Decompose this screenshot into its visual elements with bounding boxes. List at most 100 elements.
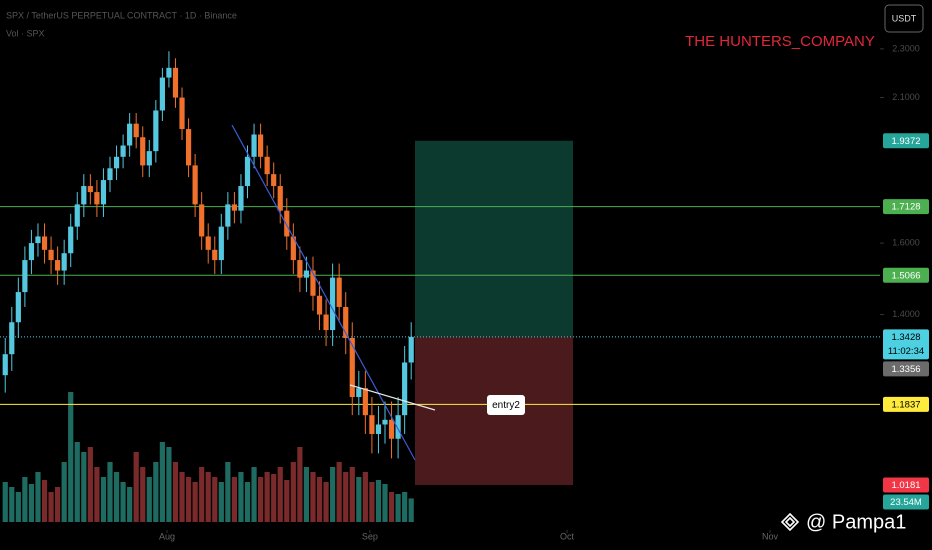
trend-line [349,384,436,411]
candle-body [388,419,395,439]
volume-bar [310,472,316,522]
candle-body [225,204,231,227]
candle-body [284,210,290,237]
volume-bar [55,487,61,522]
price-tags: 1.9372 1.7128 1.5066 1.3428 11:02:34 1.3356 1.… [883,133,929,510]
volume-bar [41,480,48,522]
currency-text: USDT [892,13,917,23]
volume-bar [349,467,355,522]
volume-bar [257,477,264,522]
price-tag [883,329,929,360]
x-tick-label: Sep [362,531,378,541]
volume-bar [48,492,54,522]
volume-bar [107,462,113,522]
volume-bar [179,472,185,522]
candle-body [336,277,342,307]
candle-body [310,270,316,296]
volume-bar [74,442,80,522]
volume-bar [127,487,133,522]
volume-bar [290,462,296,522]
volume-bar [316,477,323,522]
price-tag-label: 1.7128 [891,202,920,213]
candle-body [159,77,165,111]
candle-body [179,97,185,130]
candle-body [133,123,139,138]
volume-bar [388,492,395,522]
volume-bar [277,467,283,522]
plot-layer: 2.3000 2.1000 1.6000 1.4000 Aug Sep Oct Nov [2,43,920,541]
volume-bar [172,462,179,522]
candle-body [238,186,244,211]
candle-body [74,204,80,227]
annotation-text: entry2 [492,400,520,411]
countdown-label: 11:02:34 [888,346,924,357]
currency-button[interactable] [884,4,924,33]
candle-body [68,226,74,254]
volume-bar [225,462,231,522]
volume-bar [205,472,211,522]
volume-bar [343,472,349,522]
volume-bar [22,477,28,522]
candle-body [28,243,35,261]
candle-body [343,306,349,338]
candle-body [107,168,113,181]
y-tick-label: 2.1000 [892,92,920,102]
volume-bar [146,477,152,522]
candle-body [9,322,15,355]
volume-bar [15,492,21,522]
candle-body [2,354,8,376]
candle-body [362,388,368,416]
price-tag-label: 1.3428 [891,332,920,343]
candle-body [264,156,270,175]
volume-bar [166,447,172,522]
volume-bar [336,462,342,522]
volume-tag [883,494,929,510]
watermark-logo [780,512,800,532]
volume-bar [159,442,165,522]
candle-body [87,186,93,193]
volume-bar [375,480,382,522]
volume-bar [81,452,87,522]
candle-body [113,156,120,169]
brand-text: THE HUNTERS_COMPANY [685,33,875,50]
price-tag [883,267,929,283]
candle-body [100,180,107,205]
volume-bar [395,494,401,522]
volume-bar [35,472,41,522]
volume-bar [330,467,336,522]
candle-body [127,123,133,146]
volume-bar [140,467,146,522]
candle-body [316,295,323,315]
candle-body [61,253,67,271]
candle-body [231,204,238,211]
candle-body [244,156,251,187]
volume-bar [94,467,100,522]
volume-label: Vol · SPX [6,28,45,38]
candle-body [395,415,401,439]
volume-bar [2,482,8,522]
volume-bar [185,477,192,522]
candle-body [140,137,146,166]
candle-body [120,145,126,157]
volume-bar [297,447,303,522]
price-tag [883,361,929,377]
volume-bar [192,482,198,522]
volume-bar [271,474,277,522]
candle-body [185,129,192,166]
candle-body [205,236,211,250]
watermark-text: @ Pampa1 [806,511,906,533]
volume-bar [199,467,205,522]
volume-bar [244,482,251,522]
volume-bar [231,477,238,522]
candle-body [271,174,277,187]
candle-body [251,134,257,157]
candle-body [192,165,198,205]
volume-bar [402,492,408,522]
candle-body [277,186,283,211]
candle-body [303,270,310,278]
volume-bar [153,462,159,522]
candle-body [15,292,21,323]
candle-body [35,236,41,244]
price-tag [883,396,929,412]
price-tag-label: 1.0181 [891,480,920,491]
